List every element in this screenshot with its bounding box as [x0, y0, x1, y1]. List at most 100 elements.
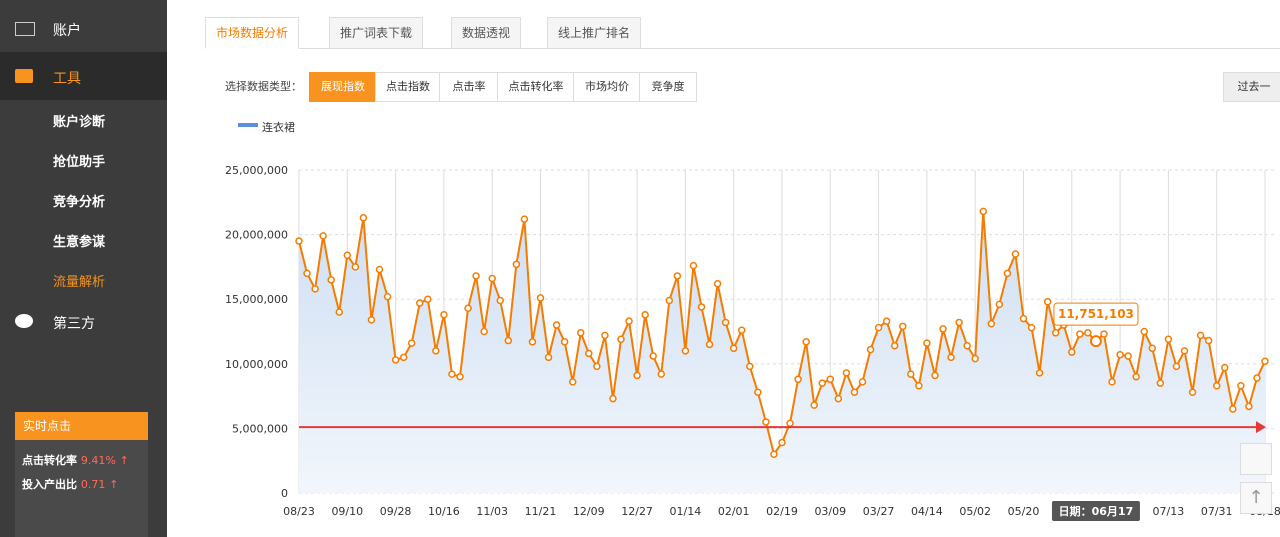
point	[335, 308, 343, 316]
point	[1140, 327, 1148, 336]
point	[311, 285, 319, 293]
type-button[interactable]: 展现指数	[309, 72, 377, 102]
point	[399, 353, 408, 362]
point	[383, 292, 392, 301]
point	[971, 354, 979, 363]
tab[interactable]: 市场数据分析	[205, 17, 300, 49]
point	[923, 339, 931, 347]
point	[713, 279, 722, 288]
point	[552, 321, 561, 329]
point	[609, 394, 617, 403]
point	[448, 370, 456, 378]
tab[interactable]: 推广词表下载	[329, 17, 424, 49]
point	[1204, 336, 1213, 345]
range-button[interactable]: 过去一	[1223, 72, 1280, 102]
point	[754, 388, 762, 396]
point	[1221, 363, 1229, 372]
nav-sub[interactable]: 流量解析	[53, 275, 106, 290]
point	[874, 323, 883, 332]
legend-swatch	[238, 123, 258, 127]
point	[480, 327, 488, 336]
nav-sub[interactable]: 竞争分析	[53, 195, 106, 210]
nav-item[interactable]: 工具	[53, 71, 81, 87]
x-tick-label: 07/31	[1201, 505, 1233, 518]
point	[955, 318, 963, 327]
point	[762, 418, 770, 426]
type-button[interactable]: 竞争度	[639, 72, 697, 102]
stat-row: 投入产出比 0.71 ↑	[22, 478, 119, 491]
point	[802, 338, 810, 346]
point	[673, 272, 682, 280]
date-tooltip: 日期：06月17	[1059, 504, 1134, 518]
point	[536, 294, 545, 302]
point	[1253, 374, 1261, 382]
point	[1011, 250, 1020, 258]
y-tick-label: 5,000,000	[232, 422, 288, 435]
point	[585, 349, 593, 358]
nav-sub[interactable]: 抢位助手	[53, 155, 106, 170]
point	[770, 450, 778, 458]
nav-item[interactable]: 账户	[53, 23, 81, 39]
legend-label[interactable]: 连衣裙	[262, 120, 295, 134]
point	[319, 232, 327, 240]
point	[424, 295, 432, 303]
point	[907, 370, 915, 378]
point	[1148, 344, 1157, 353]
point	[1261, 357, 1269, 365]
point	[496, 296, 504, 305]
point	[665, 296, 674, 305]
stat-label: 点击转化率	[22, 454, 77, 467]
point	[359, 214, 368, 222]
float-button[interactable]: ↑	[1240, 482, 1272, 514]
nav-item[interactable]: 第三方	[53, 316, 95, 332]
point	[488, 274, 496, 283]
point	[826, 375, 835, 384]
point	[987, 319, 996, 328]
point	[649, 352, 657, 360]
point	[1132, 372, 1140, 381]
nav-sub[interactable]: 生意参谋	[53, 235, 106, 250]
point	[456, 372, 464, 381]
reference-arrow	[1256, 421, 1266, 434]
point	[617, 335, 625, 344]
type-button[interactable]: 市场均价	[573, 72, 641, 102]
point	[520, 215, 529, 223]
point	[1043, 298, 1052, 306]
point	[705, 340, 714, 349]
x-tick-label: 05/20	[1008, 505, 1040, 518]
point	[1068, 348, 1076, 356]
tooltip-label: 11,751,103	[1058, 307, 1134, 321]
stat-value: 9.41%	[80, 454, 116, 467]
point	[641, 310, 649, 319]
point	[633, 371, 641, 380]
point	[963, 341, 971, 350]
nav-sub[interactable]: 账户诊断	[53, 115, 106, 130]
float-button[interactable]	[1240, 443, 1272, 475]
area	[299, 211, 1265, 493]
tab[interactable]: 线上推广排名	[547, 17, 642, 49]
icon	[15, 314, 33, 328]
stat-label: 投入产出比	[22, 478, 77, 491]
point	[1229, 405, 1237, 413]
tab-line	[205, 48, 1280, 49]
point	[1003, 269, 1012, 278]
point	[890, 341, 899, 350]
point	[504, 336, 513, 345]
point	[794, 375, 802, 384]
point	[1108, 378, 1116, 386]
point	[303, 269, 311, 278]
point	[1051, 329, 1060, 337]
point	[842, 369, 851, 377]
point	[625, 317, 633, 325]
point	[601, 331, 609, 340]
x-tick-label: 09/28	[380, 505, 412, 518]
point	[1116, 351, 1124, 359]
x-tick-label: 09/10	[331, 505, 363, 518]
type-button[interactable]: 点击率	[439, 72, 499, 102]
point	[1027, 323, 1036, 332]
type-button[interactable]: 点击转化率	[497, 72, 575, 102]
x-tick-label: 01/14	[670, 505, 702, 518]
x-tick-label: 11/21	[525, 505, 557, 518]
tab[interactable]: 数据透视	[451, 17, 522, 49]
